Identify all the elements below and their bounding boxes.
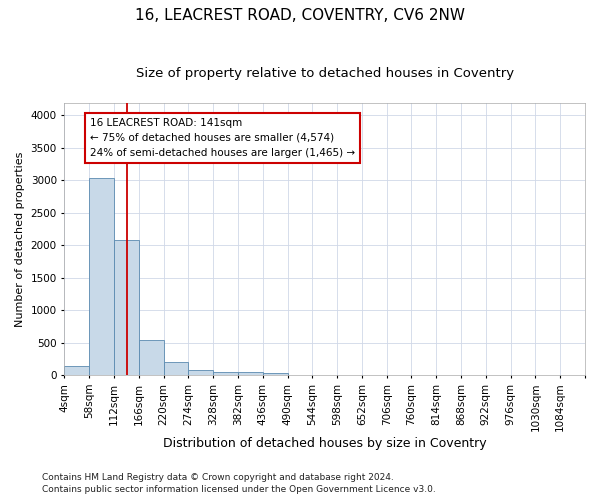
Bar (89, 178, 114, 375)
X-axis label: Distribution of detached houses by size in Coventry: Distribution of detached houses by size … (163, 437, 487, 450)
Bar (213, 372, 238, 375)
Text: Contains public sector information licensed under the Open Government Licence v3: Contains public sector information licen… (42, 485, 436, 494)
Bar (64, 366, 89, 375)
Bar (238, 372, 263, 375)
Text: 16, LEACREST ROAD, COVENTRY, CV6 2NW: 16, LEACREST ROAD, COVENTRY, CV6 2NW (135, 8, 465, 22)
Bar (164, 362, 188, 375)
Bar (188, 370, 213, 375)
Bar (114, 240, 139, 375)
Bar (139, 340, 164, 375)
Title: Size of property relative to detached houses in Coventry: Size of property relative to detached ho… (136, 68, 514, 80)
Bar (263, 372, 287, 375)
Text: Contains HM Land Registry data © Crown copyright and database right 2024.: Contains HM Land Registry data © Crown c… (42, 472, 394, 482)
Y-axis label: Number of detached properties: Number of detached properties (15, 151, 25, 326)
Text: 16 LEACREST ROAD: 141sqm
← 75% of detached houses are smaller (4,574)
24% of sem: 16 LEACREST ROAD: 141sqm ← 75% of detach… (90, 118, 355, 158)
